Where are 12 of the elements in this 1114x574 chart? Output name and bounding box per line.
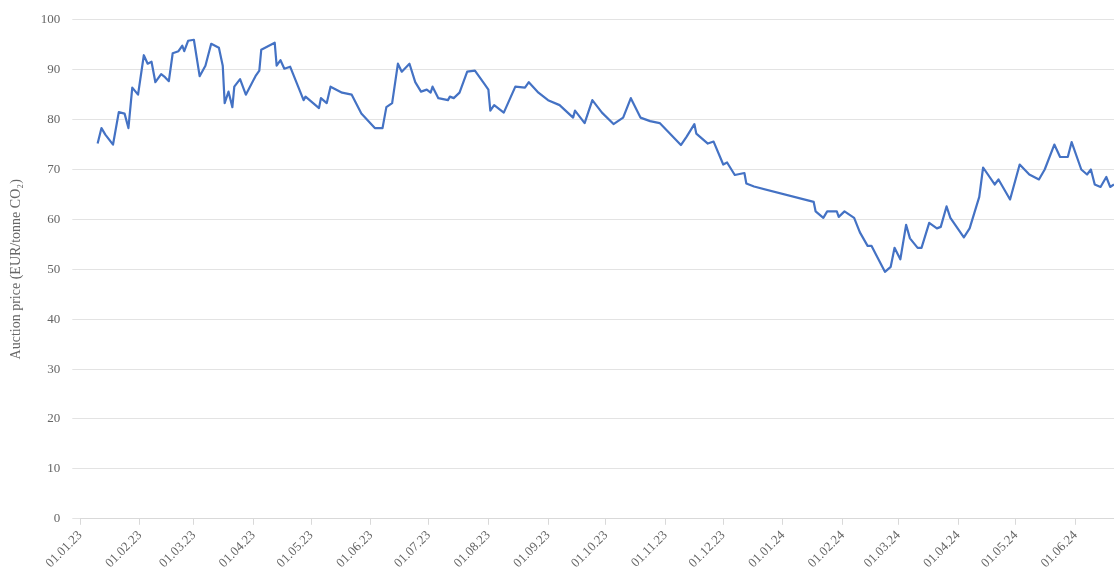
y-tick-label: 10 [47,460,61,476]
y-tick-label: 40 [47,310,61,326]
y-tick-label: 30 [47,360,61,376]
y-tick-label: 20 [47,410,61,426]
y-tick-label: 50 [47,260,61,276]
y-tick-label: 60 [47,210,61,226]
y-tick-label: 80 [47,111,61,127]
y-tick-label: 0 [53,510,61,526]
y-tick-label: 70 [47,160,61,176]
y-tick-label: 100 [40,11,61,27]
y-axis-title: Auction price (EUR/tonne CO₂) [8,178,25,360]
y-tick-label: 90 [47,61,61,77]
